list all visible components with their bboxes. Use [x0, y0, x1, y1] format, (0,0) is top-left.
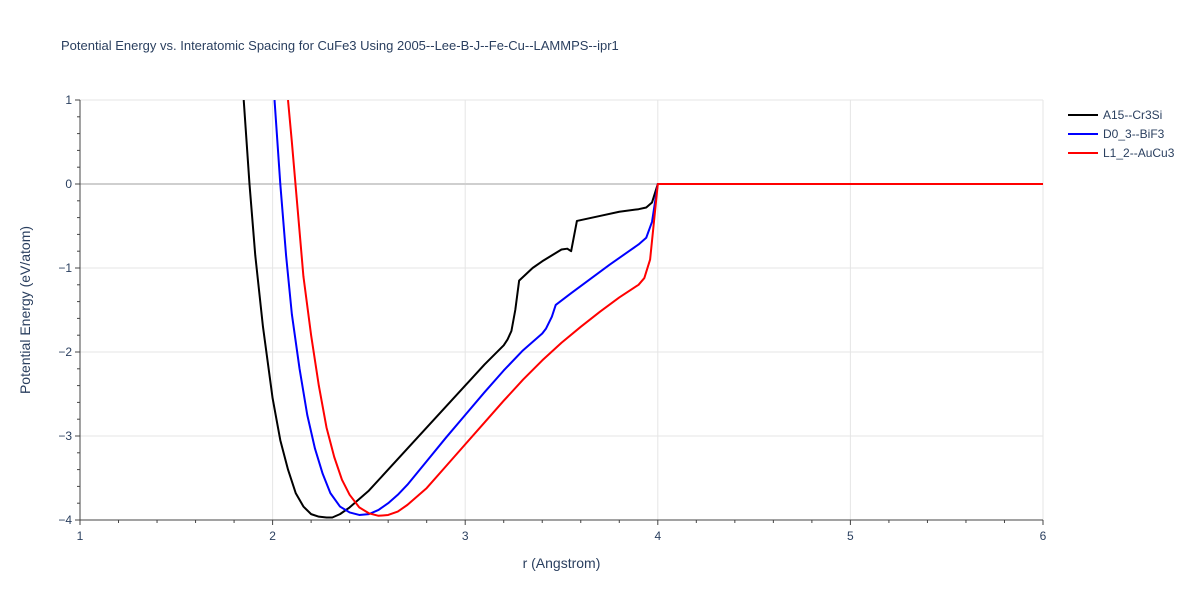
- x-tick-label: 4: [654, 529, 661, 543]
- y-tick-label: 1: [65, 93, 72, 107]
- y-tick-label: −1: [58, 261, 72, 275]
- legend-label: L1_2--AuCu3: [1103, 146, 1175, 160]
- series-line-2: [273, 100, 1043, 516]
- legend-label: D0_3--BiF3: [1103, 127, 1165, 141]
- x-tick-label: 2: [269, 529, 276, 543]
- series-lines: [242, 100, 1043, 519]
- series-line-1: [242, 100, 1043, 519]
- axes: [75, 99, 1044, 525]
- legend-label: A15--Cr3Si: [1103, 108, 1162, 122]
- x-tick-label: 6: [1040, 529, 1047, 543]
- x-axis-title: r (Angstrom): [523, 555, 601, 571]
- y-axis-title: Potential Energy (eV/atom): [17, 226, 33, 394]
- y-tick-label: 0: [65, 177, 72, 191]
- series-line-3: [287, 100, 1043, 517]
- y-tick-label: −2: [58, 345, 72, 359]
- y-tick-label: −3: [58, 429, 72, 443]
- x-tick-label: 3: [462, 529, 469, 543]
- legend: A15--Cr3Si D0_3--BiF3 L1_2--AuCu3: [1068, 108, 1175, 160]
- x-tick-label: 1: [77, 529, 84, 543]
- tick-labels: 1 2 3 4 5 6 1 0 −1 −2 −3 −4: [58, 93, 1046, 543]
- y-tick-label: −4: [58, 513, 72, 527]
- x-tick-label: 5: [847, 529, 854, 543]
- chart-title: Potential Energy vs. Interatomic Spacing…: [61, 38, 619, 53]
